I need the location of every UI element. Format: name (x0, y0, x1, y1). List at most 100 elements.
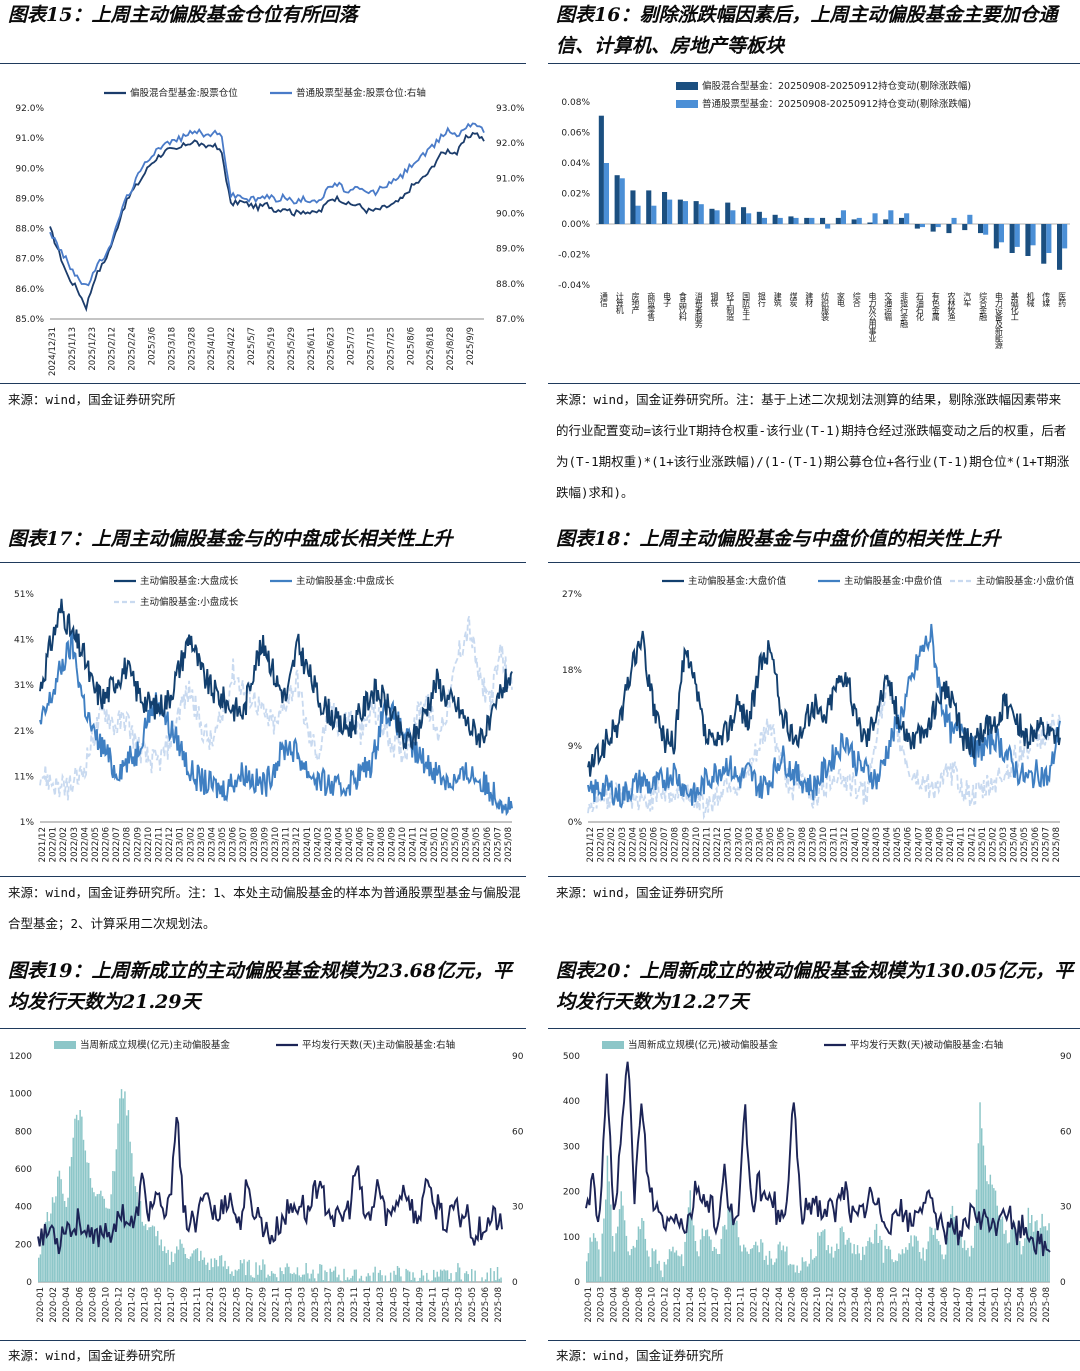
c16-bar (809, 218, 814, 224)
c17-xtick: 2022/12 (165, 827, 175, 862)
c20-bar (867, 1241, 868, 1282)
c20-bar (964, 1240, 965, 1282)
c16-category-label: 电力设备及新能源 (994, 291, 1003, 350)
c20-legend-0-swatch (602, 1041, 624, 1049)
c20-bar (638, 1227, 639, 1283)
c19-bar (499, 1279, 500, 1282)
c16-category-label: 机械 (1026, 291, 1035, 308)
c19-bar (174, 1253, 175, 1282)
c15-xtick: 2025/4/22 (227, 327, 237, 371)
c20-xtick: 2025-02 (1004, 1287, 1014, 1323)
c20-bar (1000, 1219, 1001, 1282)
c19-bar (219, 1256, 220, 1282)
c16-bar (773, 215, 778, 224)
c20-xtick: 2025-08 (1042, 1287, 1052, 1323)
c17-y-tick: 31% (14, 681, 34, 691)
c19-bar (166, 1253, 167, 1282)
c16-category-label: 非银行金融 (900, 291, 909, 329)
c20-xtick: 2023-06 (864, 1287, 874, 1323)
c19-xtick: 2020-01 (36, 1287, 46, 1323)
c20-bar (971, 1246, 972, 1282)
c20-bar (985, 1165, 986, 1282)
c20-bar (976, 1190, 977, 1283)
c19-bar (368, 1273, 369, 1282)
c19-bar (493, 1271, 494, 1282)
c19-bar (395, 1275, 396, 1282)
c19-bar (455, 1272, 456, 1282)
c20-bar (838, 1249, 839, 1282)
c19-bar (142, 1222, 143, 1282)
c17-y-tick: 11% (14, 772, 34, 782)
c19-bar (438, 1277, 439, 1282)
c15-xtick: 2025/1/13 (68, 327, 78, 371)
c16-bar (1062, 224, 1067, 248)
c20-xtick: 2023-04 (851, 1287, 861, 1323)
c16-category-label: 房地产 (631, 291, 640, 315)
c20-bar (917, 1241, 918, 1282)
c20-bar (629, 1255, 630, 1282)
c15-left-tick: 90.0% (15, 164, 44, 174)
c20-bar (860, 1260, 861, 1282)
c20-bar (596, 1241, 597, 1282)
c20-bar (1031, 1215, 1032, 1282)
c20-bar (916, 1236, 917, 1282)
c19-bar (454, 1281, 455, 1282)
c20-bar (772, 1265, 773, 1282)
c15-xtick: 2025/1/23 (88, 327, 98, 371)
c20-bar (717, 1254, 718, 1282)
c20-bar (605, 1200, 606, 1283)
c19-bar (373, 1273, 374, 1283)
c20-right-tick: 60 (1060, 1127, 1072, 1137)
c19-bar (397, 1266, 398, 1282)
c19-bar (433, 1270, 434, 1282)
c20-bar (608, 1181, 609, 1282)
c16-bar (931, 224, 936, 232)
c17-xtick: 2025/07 (493, 827, 503, 862)
c17-xtick: 2022/07 (112, 827, 122, 862)
c19-bar (267, 1275, 268, 1282)
c18-xtick: 2022/11 (703, 827, 713, 862)
c20-bar (941, 1254, 942, 1282)
c19-bar (171, 1252, 172, 1282)
c19-legend-0-swatch (54, 1041, 76, 1049)
c19-bar (435, 1277, 436, 1282)
c17-xtick: 2025/04 (462, 827, 472, 862)
c18-xtick: 2024/05 (893, 827, 903, 862)
c20-bar (859, 1253, 860, 1282)
c19-bar (466, 1271, 467, 1282)
c19-bar (299, 1275, 300, 1282)
chart19-plot: 0200400600800100012000306090当周新成立规模(亿元)主… (0, 1030, 530, 1340)
c17-y-tick: 1% (20, 818, 35, 828)
c20-bar (729, 1206, 730, 1282)
chart17-rule (0, 562, 526, 563)
c19-bar (273, 1273, 274, 1282)
c18-xtick: 2023/08 (798, 827, 808, 862)
c19-bar (487, 1273, 488, 1283)
c16-bar (804, 218, 809, 224)
c20-bar (1003, 1234, 1004, 1282)
c19-bar (407, 1270, 408, 1282)
c15-left-tick: 87.0% (15, 255, 44, 265)
c20-xtick: 2020-10 (648, 1287, 658, 1323)
c20-bar (855, 1254, 856, 1282)
c16-y-tick: 0.00% (561, 220, 590, 230)
c19-bar (283, 1274, 284, 1282)
chart16-rule (548, 63, 1080, 64)
c16-category-label: 纺织服装 (821, 291, 830, 322)
c19-xtick: 2022-03 (219, 1287, 229, 1323)
c20-bar (814, 1258, 815, 1282)
c20-bar (658, 1261, 659, 1282)
c18-xtick: 2022/12 (713, 827, 723, 862)
c20-bar (610, 1205, 611, 1283)
c20-xtick: 2020-01 (584, 1287, 594, 1323)
c17-xtick: 2024/05 (345, 827, 355, 862)
c20-bar (907, 1250, 908, 1282)
c15-legend-1-label: 普通股票型基金:股票仓位:右轴 (296, 87, 426, 99)
c19-bar (443, 1270, 444, 1283)
c20-xtick: 2023-02 (838, 1287, 848, 1323)
c20-bar (966, 1250, 967, 1282)
c19-bar (388, 1281, 389, 1282)
c15-legend-0-label: 偏股混合型基金:股票仓位 (130, 87, 238, 99)
c17-xtick: 2022/05 (91, 827, 101, 862)
c20-bar (922, 1248, 923, 1282)
